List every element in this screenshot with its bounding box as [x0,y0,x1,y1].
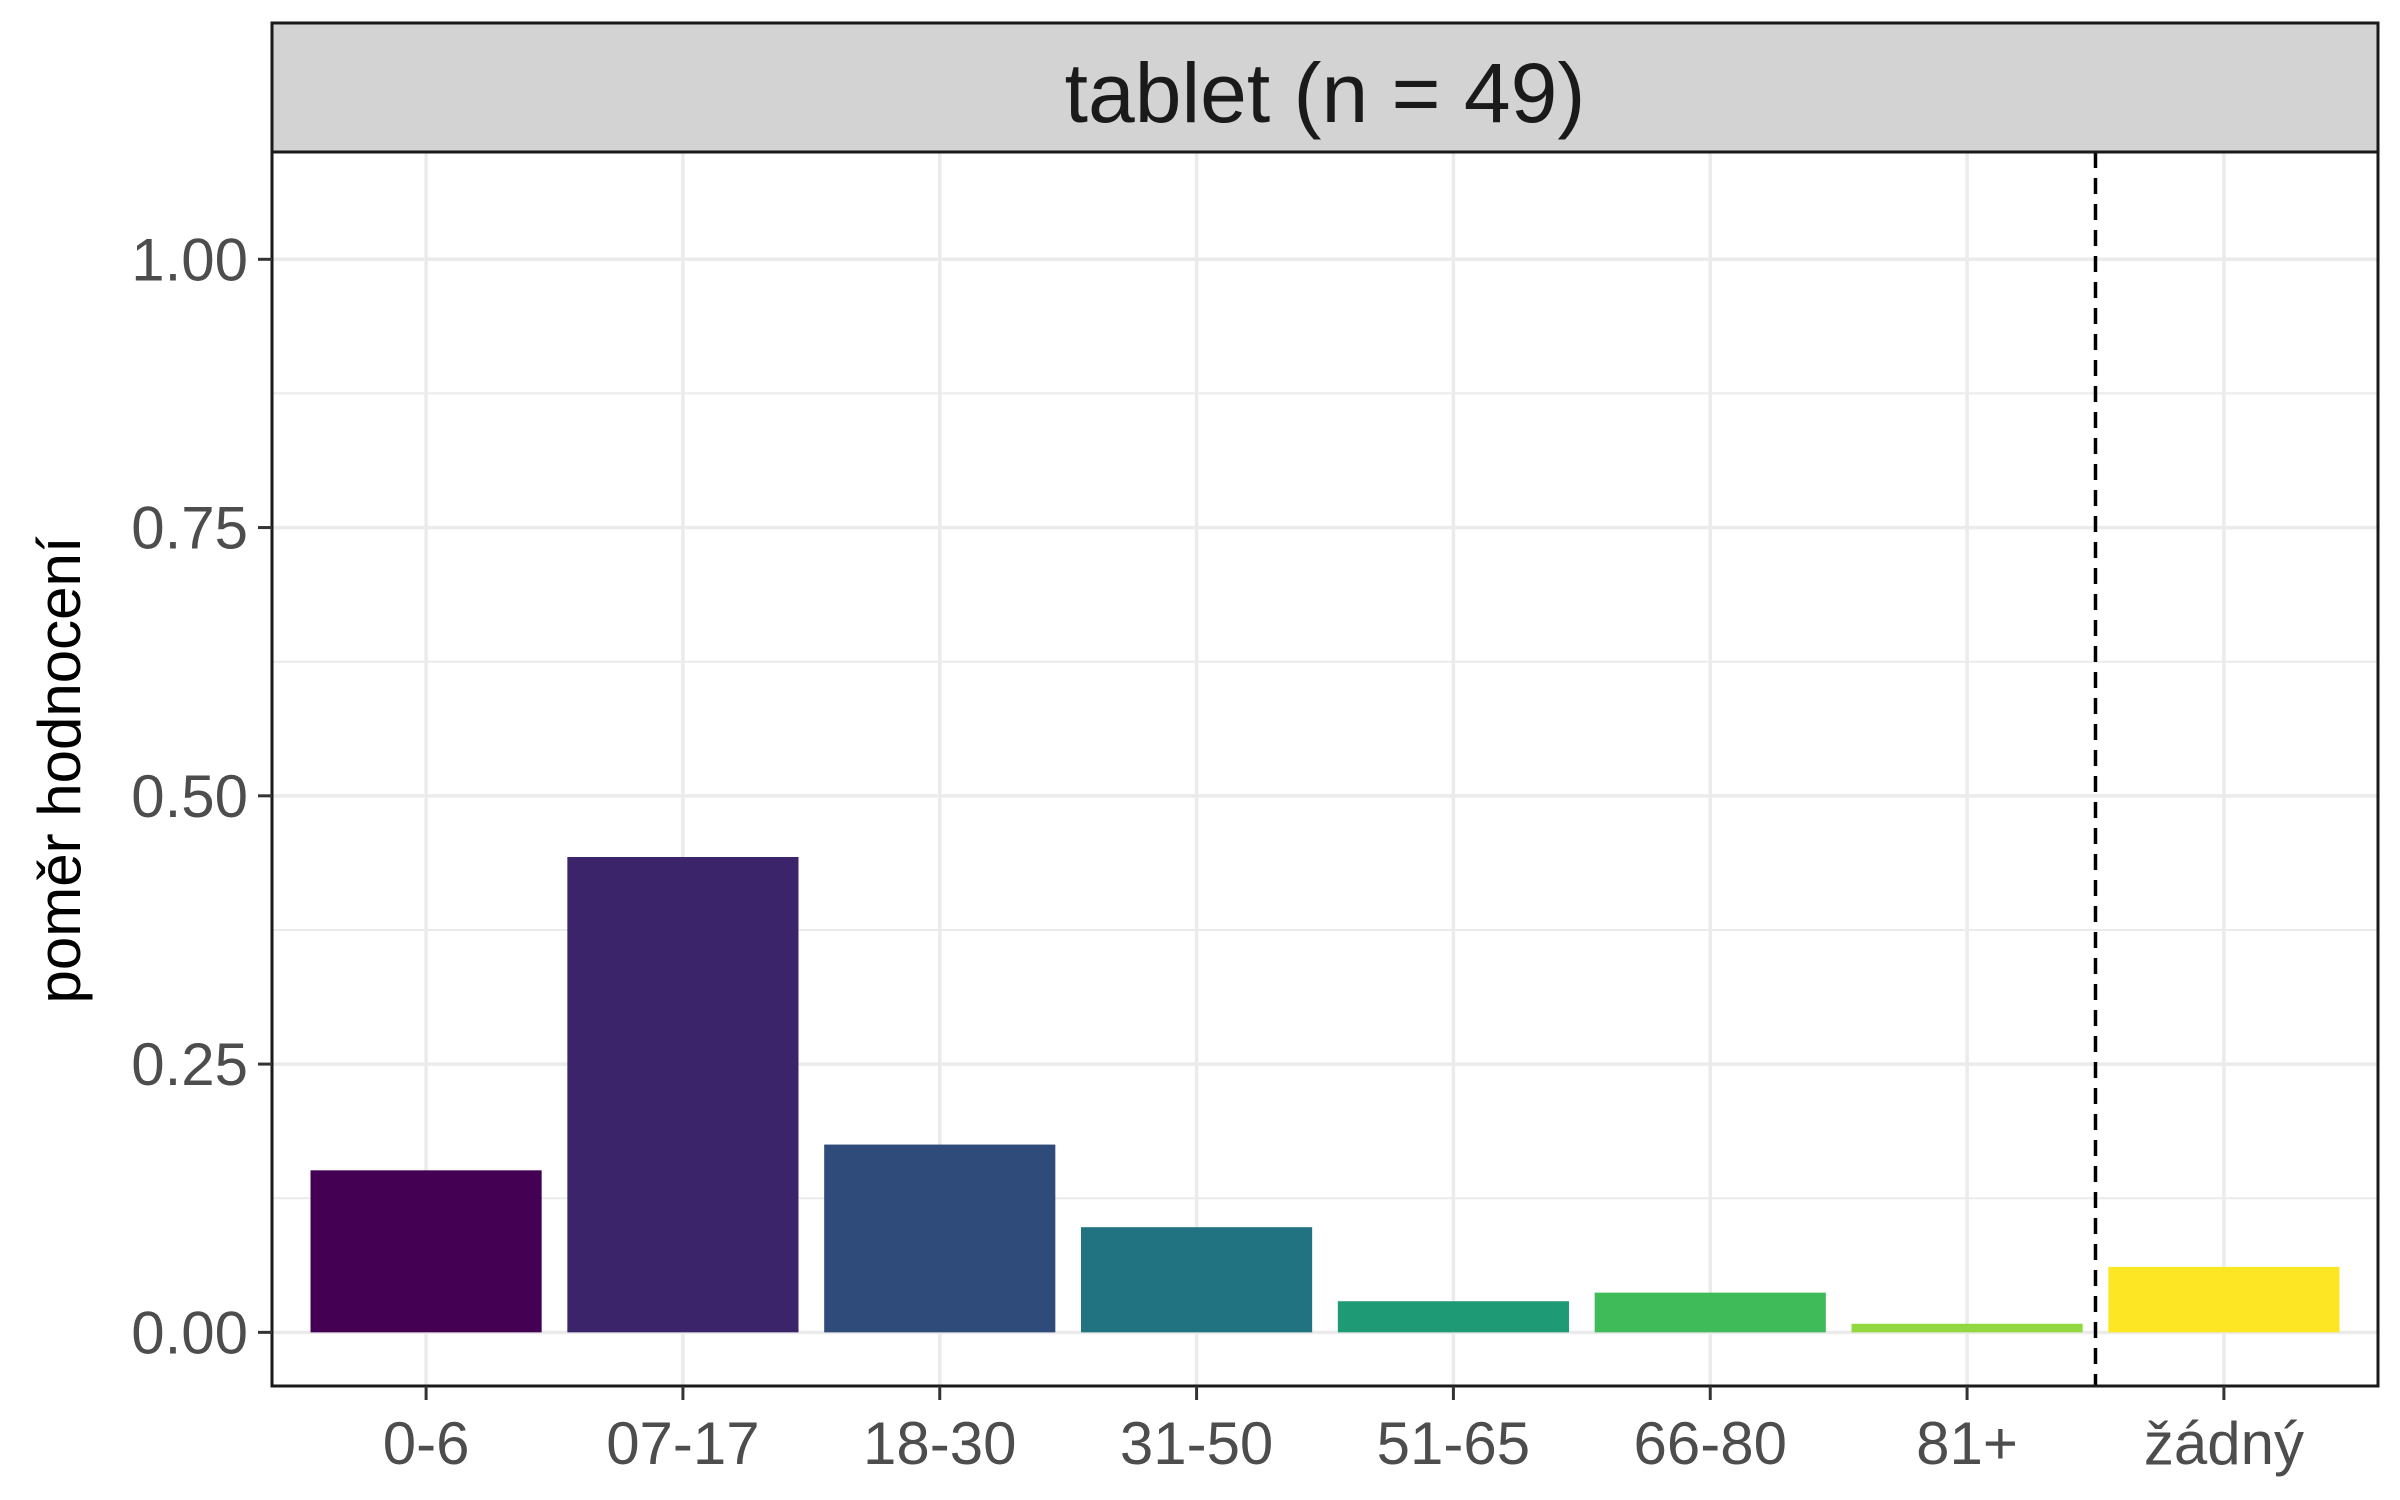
bar-žádný [2108,1266,2340,1333]
x-tick-label: žádný [2144,1410,2304,1477]
bar-07-17 [567,856,799,1333]
y-tick-label: 0.25 [131,1031,248,1098]
x-tick-label: 18-30 [863,1410,1016,1477]
bar-0-6 [310,1170,542,1333]
y-tick-label: 0.00 [131,1299,248,1366]
y-axis: 0.00 0.25 0.50 0.75 1.00 [131,226,272,1366]
bar-51-65 [1337,1301,1569,1333]
y-axis-title: poměr hodnocení [26,536,93,1003]
bar-66-80 [1594,1292,1826,1333]
bar-81+ [1851,1323,2083,1333]
x-tick-label: 07-17 [606,1410,759,1477]
x-tick-label: 51-65 [1377,1410,1530,1477]
x-tick-label: 31-50 [1120,1410,1273,1477]
y-tick-label: 0.50 [131,763,248,830]
bar-31-50 [1081,1227,1313,1333]
x-tick-label: 81+ [1916,1410,2018,1477]
facet-strip [270,21,2380,154]
x-tick-label: 0-6 [383,1410,470,1477]
bars [310,856,2340,1333]
x-axis: 0-6 07-17 18-30 31-50 51-65 66-80 81+ žádný [383,1386,2304,1477]
bar-18-30 [824,1144,1056,1333]
y-tick-label: 1.00 [131,226,248,293]
panel-border [270,150,2380,1388]
y-tick-label: 0.75 [131,495,248,562]
facet-title: tablet (n = 49) [1065,46,1586,140]
x-tick-label: 66-80 [1634,1410,1787,1477]
